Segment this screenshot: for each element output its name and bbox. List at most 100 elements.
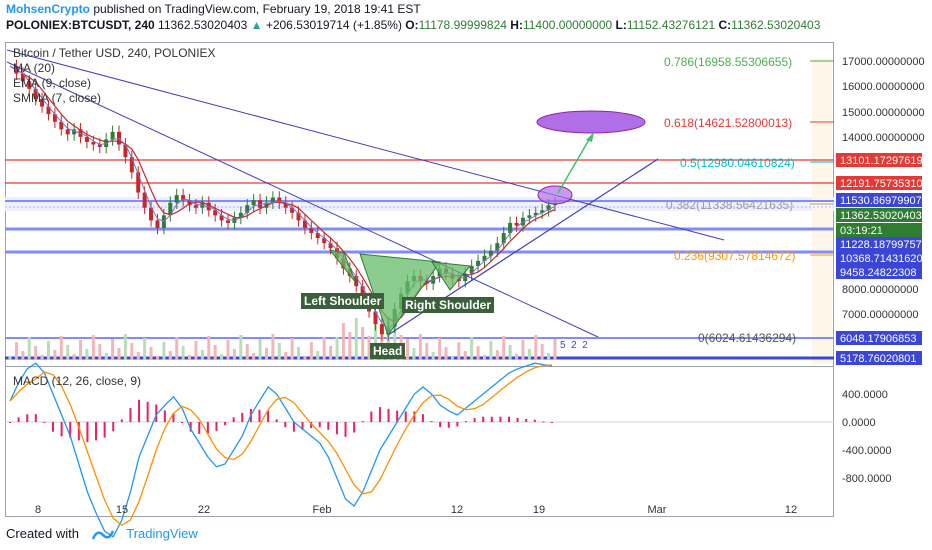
macd-hist-bar	[284, 422, 287, 428]
volume-bar	[373, 322, 377, 360]
volume-bar	[8, 356, 12, 360]
volume-bar	[534, 335, 538, 360]
volume-bar	[143, 338, 147, 360]
candle-body	[33, 88, 38, 99]
macd-hist-bar	[241, 412, 244, 422]
macd-hist-bar	[507, 416, 510, 422]
macd-hist-bar	[275, 419, 278, 422]
macd-hist-bar	[318, 422, 321, 428]
volume-bar	[194, 341, 198, 360]
candle-body	[302, 220, 307, 228]
volume-bar	[66, 345, 70, 360]
volume-bar	[367, 336, 371, 360]
legend-ma[interactable]: MA (20)	[13, 61, 56, 75]
candle-body	[110, 131, 115, 140]
candle-body	[424, 281, 429, 284]
candle-body	[193, 205, 198, 208]
candle-body	[136, 172, 141, 193]
macd-hist-bar	[413, 411, 416, 422]
volume-bar	[136, 352, 140, 360]
macd-hist-bar	[103, 422, 106, 438]
fib-382-label: 0.382(11338.56421635)	[666, 198, 794, 212]
low-label: L:	[615, 18, 627, 32]
badge-1[interactable]: 5	[560, 340, 566, 351]
badge-3[interactable]: 2	[582, 340, 588, 351]
volume-bar	[297, 347, 301, 360]
chart-legend: Bitcoin / Tether USD, 240, POLONIEX MA (…	[13, 46, 216, 105]
price-change: +206.53019714 (+1.85%)	[265, 18, 402, 32]
price-label-bg	[836, 331, 922, 345]
candle-body	[245, 205, 250, 213]
time-tick-label: Mar	[648, 504, 667, 516]
volume-bar	[322, 337, 326, 360]
volume-bar	[226, 340, 230, 360]
volume-bar	[72, 354, 76, 360]
candle-body	[174, 195, 179, 203]
volume-bar	[79, 340, 83, 360]
macd-hist-bar	[206, 422, 209, 434]
volume-bar	[207, 336, 211, 360]
trendline-upper	[6, 49, 725, 241]
volume-bar	[277, 343, 281, 360]
candle-body	[20, 73, 25, 82]
volume-bar	[252, 353, 256, 360]
macd-hist-bar	[138, 399, 141, 422]
chart-frame[interactable]	[5, 42, 834, 517]
volume-bar	[111, 339, 115, 360]
candle-body	[270, 197, 275, 203]
macd-hist-bar	[430, 421, 433, 423]
legend-macd[interactable]: MACD (12, 26, close, 9)	[13, 374, 142, 388]
volume-bar	[85, 349, 89, 360]
price-label-bg	[836, 208, 922, 222]
volume-bar	[232, 349, 236, 360]
head-label: Head	[370, 343, 406, 359]
candle-body	[149, 207, 154, 221]
macd-hist-bar	[292, 422, 295, 432]
candle-body	[290, 207, 295, 213]
legend-smma[interactable]: SMMA (7, close)	[13, 91, 102, 105]
event-badges[interactable]: 5 2 2	[560, 340, 588, 351]
price-label-bg	[836, 176, 922, 190]
tradingview-brand[interactable]: TradingView	[126, 526, 198, 541]
candle-body	[27, 81, 32, 89]
up-arrow-icon: ▲	[250, 18, 263, 32]
candle-body	[97, 144, 102, 148]
volume-bar	[412, 348, 416, 360]
volume-bar	[34, 346, 38, 360]
right-shoulder-label: Right Shoulder	[402, 297, 494, 313]
price-label-bg	[836, 237, 922, 251]
legend-ema[interactable]: EMA (9, close)	[13, 76, 92, 90]
macd-hist-bar	[310, 422, 313, 429]
volume-bar	[53, 350, 57, 360]
last-price: 11362.53020403	[158, 18, 248, 32]
candle-body	[155, 220, 160, 228]
macd-hist-bar	[9, 422, 11, 423]
candle-body	[52, 114, 57, 122]
volume-bar	[27, 337, 31, 360]
arrow-head-icon	[586, 132, 594, 142]
candle-body	[238, 212, 243, 218]
open-value: 11178.99999824	[418, 18, 507, 32]
pane-separator[interactable]	[5, 366, 834, 367]
candle-body	[501, 233, 506, 244]
volume-bar	[303, 356, 307, 360]
target-ellipse	[536, 110, 646, 134]
candle-body	[84, 136, 89, 142]
macd-hist-bar	[52, 422, 55, 432]
price-label-text: 5178.76020801	[840, 353, 916, 365]
volume-bar	[502, 336, 506, 360]
time-tick-label: 19	[533, 504, 545, 516]
author-link[interactable]: MohsenCrypto	[6, 2, 90, 16]
candle-body	[533, 212, 538, 216]
macd-hist-bar	[387, 408, 390, 422]
candle-body	[181, 195, 186, 201]
badge-2[interactable]: 2	[571, 340, 577, 351]
candle-body	[277, 197, 282, 203]
candle-body	[514, 222, 519, 226]
left-shoulder-shape	[328, 249, 357, 284]
volume-bar	[98, 344, 102, 360]
macd-line	[9, 362, 553, 538]
macd-hist-bar	[43, 422, 46, 423]
volume-bar	[91, 335, 95, 360]
